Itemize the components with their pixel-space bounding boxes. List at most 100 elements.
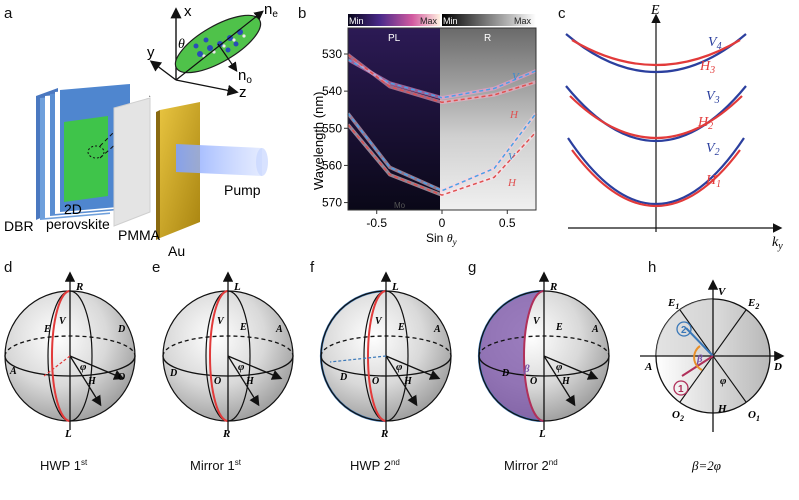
point-h: H bbox=[245, 376, 255, 387]
point-d: D bbox=[501, 368, 509, 379]
caption-g: Mirror 2nd bbox=[504, 458, 558, 473]
caption-f: HWP 2nd bbox=[350, 458, 400, 473]
panel-a: a x z y θ bbox=[4, 1, 278, 259]
band-h3 bbox=[571, 39, 741, 67]
band-label-v2: V2 bbox=[706, 141, 720, 158]
series-line-2 bbox=[347, 112, 537, 192]
s1-axis bbox=[227, 355, 283, 380]
no-axis bbox=[217, 43, 238, 72]
point-e: E bbox=[397, 322, 405, 333]
step1-label: 1 bbox=[678, 384, 684, 395]
band-v4 bbox=[565, 33, 747, 73]
panel-d: d R L E V D A O H φ HWP 1st bbox=[4, 259, 136, 473]
point-v: V bbox=[375, 316, 383, 327]
y-tick-label: 550 bbox=[322, 121, 342, 135]
point-v: V bbox=[718, 286, 727, 298]
point-v: V bbox=[59, 316, 67, 327]
point-o: O bbox=[530, 376, 537, 387]
s1-axis bbox=[543, 355, 599, 380]
pmma-layer bbox=[113, 97, 151, 227]
x-tick-label: 0.5 bbox=[499, 216, 516, 230]
projection bbox=[329, 355, 387, 363]
pl-map-label: PL bbox=[388, 33, 401, 44]
pl-map bbox=[348, 28, 440, 210]
band-label-h2: H2 bbox=[697, 115, 713, 132]
panel-b: b Min Max Min Max PL R Mo 530 540 550 560 57… bbox=[298, 5, 538, 247]
point-o: O bbox=[372, 376, 379, 387]
band-label-v3: V3 bbox=[706, 89, 720, 106]
x-axis-title: Sin θy bbox=[426, 231, 457, 247]
point-e: E bbox=[43, 324, 51, 335]
band-h1 bbox=[571, 149, 741, 208]
y-tick-label: 560 bbox=[322, 158, 342, 172]
h-axis bbox=[543, 355, 576, 407]
mode-label-v-lower: V bbox=[508, 151, 516, 163]
phi-label: φ bbox=[80, 361, 87, 373]
y-axis bbox=[149, 60, 177, 81]
panel-g: g R L E V D A O H φ β Mirror 2nd bbox=[468, 259, 610, 473]
point-v: V bbox=[533, 316, 541, 327]
pump-label: Pump bbox=[224, 182, 261, 198]
au-label: Au bbox=[168, 243, 185, 259]
au-edge bbox=[156, 110, 160, 240]
point-o: O bbox=[118, 372, 125, 383]
point-d: D bbox=[773, 361, 782, 373]
x-axis-label: x bbox=[184, 3, 192, 20]
z-axis-label: z bbox=[239, 84, 247, 101]
zoom-circle bbox=[87, 145, 105, 159]
step2-circle bbox=[676, 321, 692, 337]
point-a: A bbox=[9, 366, 17, 377]
pmma-label: PMMA bbox=[118, 227, 161, 243]
phi-label: φ bbox=[396, 361, 403, 373]
r-map-label: R bbox=[484, 33, 491, 44]
point-d: D bbox=[117, 324, 125, 335]
point-h: H bbox=[403, 376, 413, 387]
trajectory bbox=[209, 290, 229, 422]
r-colorbar-max: Max bbox=[514, 16, 532, 26]
point-a: A bbox=[644, 361, 652, 373]
point-o: O bbox=[214, 376, 221, 387]
x-ticks: -0.5 0 0.5 bbox=[366, 210, 516, 230]
point-bottom: R bbox=[222, 428, 230, 440]
band-v2 bbox=[567, 137, 745, 205]
point-o2: O2 bbox=[672, 409, 684, 423]
band-label-h1: H1 bbox=[705, 173, 721, 190]
trajectory-red bbox=[523, 290, 545, 422]
pl-colorbar-max: Max bbox=[420, 16, 438, 26]
mode-label-h-lower: H bbox=[507, 177, 517, 189]
point-top: L bbox=[233, 281, 241, 293]
y-ticks: 530 540 550 560 570 bbox=[322, 47, 348, 210]
band-label-v4: V4 bbox=[708, 35, 722, 52]
h-axis bbox=[385, 355, 418, 407]
panel-c: c E ky V4 H3 V3 H2 V2 H1 bbox=[558, 3, 783, 252]
panel-h-label: h bbox=[648, 259, 656, 276]
energy-axis-label: E bbox=[650, 3, 660, 18]
band-h2 bbox=[569, 95, 743, 139]
point-bottom: L bbox=[538, 428, 546, 440]
point-h: H bbox=[87, 376, 97, 387]
pl-colorbar-min: Min bbox=[349, 16, 364, 26]
r-colorbar-min: Min bbox=[443, 16, 458, 26]
h-axis bbox=[69, 355, 102, 407]
point-e2: E2 bbox=[747, 297, 759, 311]
s1-axis bbox=[69, 355, 125, 380]
panel-h: h 2 1 β φ V H A D E1 E2 O2 O1 β=2φ bbox=[640, 259, 785, 473]
step2-label: 2 bbox=[681, 325, 687, 336]
point-e: E bbox=[239, 322, 247, 333]
swept-area bbox=[479, 291, 544, 421]
ne-label: ne bbox=[264, 1, 278, 20]
point-top: R bbox=[75, 281, 83, 293]
trajectory bbox=[51, 290, 71, 422]
phi-label: φ bbox=[238, 361, 245, 373]
panel-g-label: g bbox=[468, 259, 476, 276]
fig-note: Mo bbox=[394, 201, 406, 210]
band-v3 bbox=[565, 85, 747, 143]
panel-b-label: b bbox=[298, 5, 306, 22]
trajectory-red bbox=[367, 290, 387, 422]
point-bottom: R bbox=[380, 428, 388, 440]
point-a: A bbox=[591, 324, 599, 335]
x-tick-label: 0 bbox=[439, 216, 446, 230]
theta-label: θ bbox=[178, 37, 185, 52]
beta-label: β bbox=[523, 363, 530, 375]
